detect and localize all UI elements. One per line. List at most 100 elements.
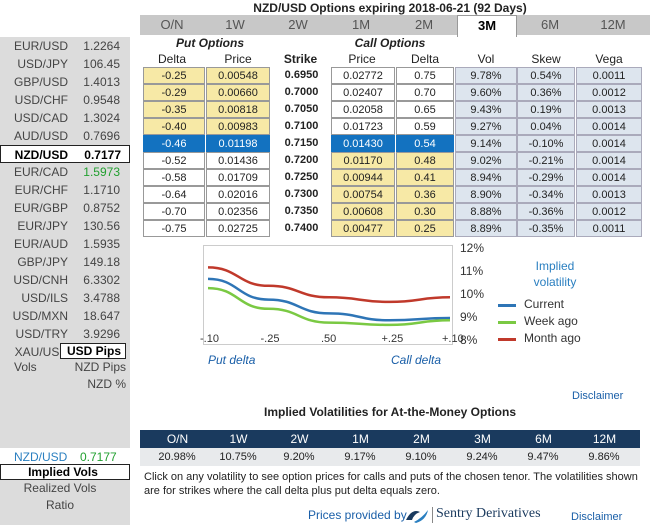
tab-2w[interactable]: 2W [288,17,308,32]
currency-pair-usd-try[interactable]: USD/TRY 3.9296 [0,325,130,343]
cell-call-price[interactable]: 0.00944 [331,169,395,186]
currency-pair-usd-cad[interactable]: USD/CAD 1.3024 [0,109,130,127]
pair-name: EUR/USD [13,39,68,53]
tab-2m[interactable]: 2M [414,17,434,32]
cell-put-price[interactable]: 0.01709 [206,169,270,186]
atm-vol-2w[interactable]: 9.20% [283,451,315,463]
col-vega: Vega [595,52,623,66]
cell-put-price[interactable]: 0.00983 [206,118,270,135]
cell-call-price[interactable]: 0.00477 [331,220,395,237]
atm-vol-1m[interactable]: 9.17% [344,451,376,463]
cell-put-price[interactable]: 0.02016 [206,186,270,203]
atm-vol-on[interactable]: 20.98% [158,451,196,463]
currency-pair-eur-gbp[interactable]: EUR/GBP 0.8752 [0,199,130,217]
col-skew: Skew [531,52,561,66]
cell-call-price[interactable]: 0.02058 [331,101,395,118]
cell-call-price[interactable]: 0.02772 [331,67,395,84]
tab-on[interactable]: O/N [160,17,184,32]
vol-type-1[interactable]: Realized Vols [23,481,97,495]
cell-vega: 0.0012 [576,84,642,101]
cell-vol: 9.27% [455,118,517,135]
atm-vol-2m[interactable]: 9.10% [405,451,437,463]
currency-pair-eur-cad[interactable]: EUR/CAD 1.5973 [0,163,130,181]
currency-pair-gbp-usd[interactable]: GBP/USD 1.4013 [0,73,130,91]
x-tick-label: -.25 [260,333,280,345]
y-tick-label: 9% [460,310,478,324]
atm-tenor-2w: 2W [290,432,309,446]
bottom-pair[interactable]: NZD/USD 0.7177 [0,448,130,466]
pair-name: AUD/USD [13,129,68,143]
unit-option-1[interactable]: NZD Pips [74,360,126,374]
cell-call-price[interactable]: 0.02407 [331,84,395,101]
currency-pair-usd-cnh[interactable]: USD/CNH 6.3302 [0,271,130,289]
cell-strike: 0.7250 [284,171,319,183]
cell-call-price[interactable]: 0.00754 [331,186,395,203]
atm-vol-1w[interactable]: 10.75% [219,451,257,463]
pair-name: USD/CNH [13,273,68,287]
currency-pair-eur-jpy[interactable]: EUR/JPY 130.56 [0,217,130,235]
vol-type-0[interactable]: Implied Vols [0,464,130,480]
cell-put-price[interactable]: 0.01436 [206,152,270,169]
tab-1m[interactable]: 1M [351,17,371,32]
cell-vega: 0.0014 [576,135,642,152]
tab-12m[interactable]: 12M [600,17,626,32]
pair-rate: 1.2264 [83,39,120,53]
pair-name: USD/MXN [12,309,68,323]
cell-call-price[interactable]: 0.00608 [331,203,395,220]
currency-pair-aud-usd[interactable]: AUD/USD 0.7696 [0,127,130,145]
disclaimer-link-bottom[interactable]: Disclaimer [571,511,623,523]
call-delta-label: Call delta [391,353,442,367]
unit-option-2[interactable]: NZD % [87,377,126,391]
atm-tenor-3m: 3M [474,432,491,446]
atm-vol-3m[interactable]: 9.24% [466,451,498,463]
currency-pair-eur-aud[interactable]: EUR/AUD 1.5935 [0,235,130,253]
pair-name: XAU/USD [14,345,68,359]
currency-pair-usd-chf[interactable]: USD/CHF 0.9548 [0,91,130,109]
provider-name: Sentry Derivatives [436,506,541,521]
cell-put-price[interactable]: 0.00818 [206,101,270,118]
cell-put-price[interactable]: 0.01198 [206,135,270,152]
cell-call-delta: 0.25 [396,220,454,237]
tab-1w[interactable]: 1W [225,17,245,32]
pair-rate: 1.3024 [83,111,120,125]
currency-pair-usd-ils[interactable]: USD/ILS 3.4788 [0,289,130,307]
cell-put-price[interactable]: 0.02725 [206,220,270,237]
cell-call-price[interactable]: 0.01430 [331,135,395,152]
cell-vega: 0.0013 [576,101,642,118]
atm-vol-6m[interactable]: 9.47% [527,451,559,463]
cell-strike: 0.7200 [284,154,319,166]
cell-call-price[interactable]: 0.01170 [331,152,395,169]
unit-option-0[interactable]: USD Pips [60,343,126,359]
cell-put-price[interactable]: 0.00548 [206,67,270,84]
legend-label: Month ago [524,331,581,345]
cell-put-price[interactable]: 0.00660 [206,84,270,101]
cell-skew: 0.54% [517,67,575,84]
currency-pair-usd-jpy[interactable]: USD/JPY 106.45 [0,55,130,73]
cell-skew: -0.29% [517,169,575,186]
currency-pair-eur-usd[interactable]: EUR/USD 1.2264 [0,37,130,55]
cell-call-delta: 0.70 [396,84,454,101]
cell-skew: -0.10% [517,135,575,152]
cell-call-delta: 0.41 [396,169,454,186]
cell-vega: 0.0014 [576,118,642,135]
col-put-price: Price [224,52,252,66]
legend-swatch [498,304,516,307]
disclaimer-link[interactable]: Disclaimer [572,390,624,402]
currency-pair-nzd-usd[interactable]: NZD/USD 0.7177 [0,145,130,163]
tab-3m[interactable]: 3M [457,15,517,37]
cell-strike: 0.6950 [284,69,319,81]
cell-put-delta: -0.70 [143,203,205,220]
cell-vega: 0.0013 [576,186,642,203]
currency-pair-eur-chf[interactable]: EUR/CHF 1.1710 [0,181,130,199]
pair-name: EUR/JPY [17,219,68,233]
atm-vol-12m[interactable]: 9.86% [588,451,620,463]
vol-type-2[interactable]: Ratio [45,498,74,512]
currency-pair-usd-mxn[interactable]: USD/MXN 18.647 [0,307,130,325]
cell-call-price[interactable]: 0.01723 [331,118,395,135]
currency-pair-gbp-jpy[interactable]: GBP/JPY 149.18 [0,253,130,271]
y-tick-label: 8% [460,333,478,347]
tab-6m[interactable]: 6M [540,17,560,32]
cell-put-price[interactable]: 0.02356 [206,203,270,220]
pair-rate: 149.18 [83,255,120,269]
cell-skew: -0.36% [517,203,575,220]
